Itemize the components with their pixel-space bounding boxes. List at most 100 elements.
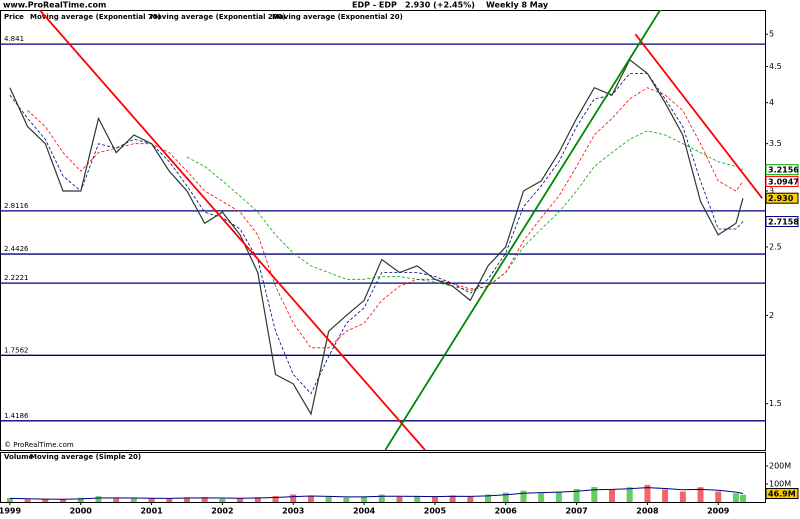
period: Weekly 8 May [486,1,549,10]
trend-line [634,33,763,199]
level-label: 4.841 [4,35,24,43]
last-value-box [765,216,799,228]
x-tick-label: 2006 [495,507,518,516]
volume-bar [24,499,31,502]
volume-bar [414,496,421,502]
x-tick-label: 2002 [211,507,233,516]
volume-bar [290,494,297,502]
source: www.ProRealTime.com [3,1,106,10]
volume-bar [201,497,208,502]
y-tick-label: 5 [769,30,774,39]
volume-bar [148,498,155,502]
legend: Price Moving average (Exponential 70)Movi… [4,13,403,21]
volume-ma-legend: Moving average (Simple 20) [30,453,141,461]
series-line [186,130,744,291]
volume-bar [715,491,722,502]
x-tick-label: 2007 [565,507,587,516]
series-line [27,87,744,349]
level-label: 2.2221 [4,274,29,282]
x-tick-label: 1999 [0,507,21,516]
last-value-box [765,175,799,187]
volume-bar [237,498,244,502]
volume-bar [485,494,492,502]
volume-legend: Volume [4,453,34,461]
last-value-label: 3.2156 [768,166,799,175]
x-tick-label: 2009 [707,507,730,516]
volume-bar [573,489,580,502]
volume-bar [219,498,226,502]
volume-bar [272,496,279,502]
volume-bar [307,495,314,502]
last-value-label: 3.0947 [768,177,799,186]
price-panel [0,10,766,451]
level-label: 1.7562 [4,346,29,354]
volume-bar [609,489,615,502]
volume-bar [343,497,350,502]
y-tick-label: 3 [769,186,774,195]
volume-bar [60,499,67,502]
volume-bar [555,491,562,502]
chart-title: EDP - EDP [352,1,397,10]
trend-line [38,10,426,450]
y-tick-label: 3.5 [769,139,782,148]
level-label: 2.8116 [4,202,29,210]
last-value-box [765,164,799,176]
y-tick-label: 1.5 [769,399,782,408]
price-plot [0,10,765,450]
volume-bar [361,496,368,502]
x-tick-label: 2003 [282,507,304,516]
last-value-label: 2.930 [768,194,794,203]
volume-bar [113,498,120,502]
legend-entry: Moving average (Exponential 200) [150,13,286,21]
volume-bar [467,496,474,502]
x-tick-label: 2001 [140,507,163,516]
quote: 2.930 (+2.45%) [405,1,475,10]
y-tick-label: 4 [769,98,774,107]
y-tick-label: 4.5 [769,62,782,71]
volume-bar [626,487,633,502]
volume-bar [679,491,686,502]
volume-bar [644,484,651,502]
volume-bar [732,493,739,502]
series-line [9,73,744,395]
volume-bar [591,487,598,502]
volume-panel [0,452,766,503]
volume-bar [184,497,190,502]
x-tick-label: 2005 [424,507,447,516]
volume-bar [502,492,509,502]
copyright: © ProRealTime.com [4,441,74,449]
legend-entry: Moving average (Exponential 20) [272,13,403,21]
volume-bar [6,498,13,502]
volume-last-label: 46.9M [768,490,796,499]
volume-last-box [765,488,799,500]
last-value-box [765,192,799,204]
volume-bar [95,496,102,502]
y-tick-label: 2 [769,311,774,320]
volume-bar [740,494,747,502]
level-label: 2.4426 [4,245,29,253]
volume-bar [325,496,332,502]
volume-bar [662,489,669,502]
legend-entry: Price [4,13,24,21]
volume-bar [520,490,527,502]
volume-bar [378,494,385,502]
x-tick-label: 2000 [70,507,93,516]
volume-bar [254,497,261,502]
volume-bar [697,487,704,502]
volume-y-tick-label: 200M [769,461,791,470]
level-label: 1.4186 [4,412,29,420]
trend-line [384,10,661,450]
volume-bar [130,498,137,502]
volume-bar [166,498,173,502]
last-value-label: 2.7158 [768,218,799,227]
volume-bar [77,497,84,502]
volume-y-tick-label: 100M [769,479,791,488]
volume-bar [449,495,456,502]
x-tick-label: 2008 [636,507,659,516]
volume-bar [42,499,49,502]
x-tick-label: 2004 [353,507,376,516]
volume-bar [396,496,403,502]
series-line [9,487,744,500]
